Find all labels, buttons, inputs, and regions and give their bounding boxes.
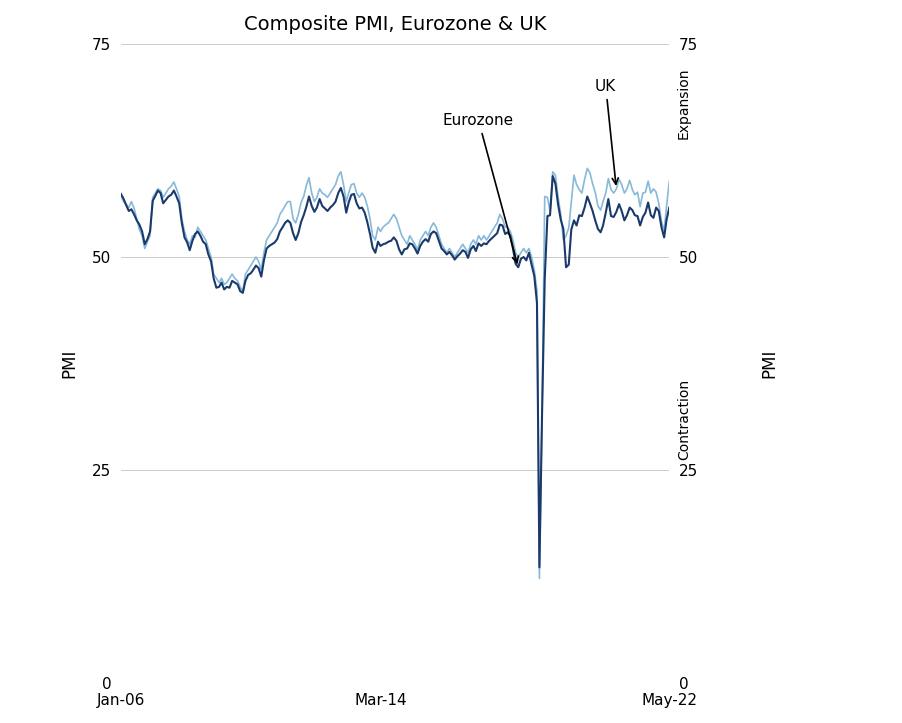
Title: Composite PMI, Eurozone & UK: Composite PMI, Eurozone & UK: [244, 15, 547, 34]
Y-axis label: PMI: PMI: [760, 349, 778, 378]
Text: UK: UK: [595, 79, 618, 184]
Text: Expansion: Expansion: [677, 68, 691, 140]
Y-axis label: PMI: PMI: [60, 349, 78, 378]
Text: Contraction: Contraction: [677, 378, 691, 460]
Text: Eurozone: Eurozone: [443, 113, 519, 262]
